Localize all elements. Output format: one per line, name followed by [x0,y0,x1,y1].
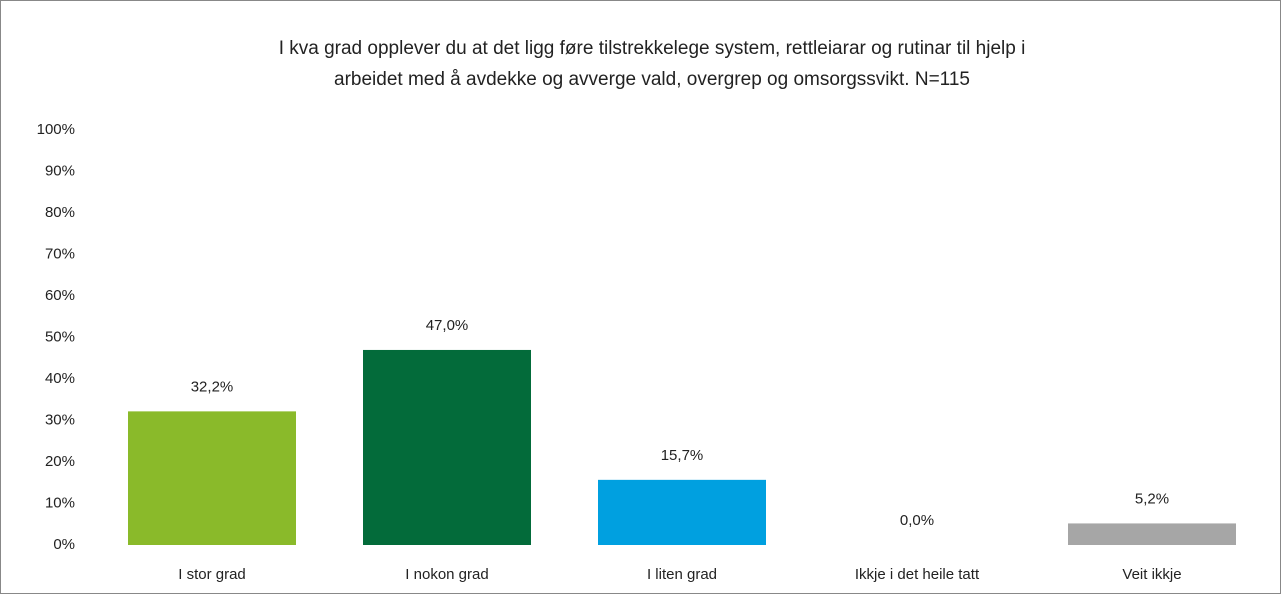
x-tick-label: I stor grad [178,566,246,583]
y-tick-label: 10% [45,494,75,511]
data-label: 0,0% [900,512,934,529]
chart-title: I kva grad opplever du at det ligg føre … [279,38,1026,59]
y-tick-label: 80% [45,204,75,221]
y-tick-label: 20% [45,453,75,470]
y-tick-label: 70% [45,245,75,262]
y-tick-label: 50% [45,328,75,345]
data-label: 5,2% [1135,490,1169,507]
y-tick-label: 30% [45,411,75,428]
y-tick-label: 90% [45,162,75,179]
chart-title: arbeidet med å avdekke og avverge vald, … [334,69,970,90]
x-tick-label: I nokon grad [405,566,488,583]
bar [363,349,531,545]
x-tick-label: I liten grad [647,566,717,583]
x-tick-label: Veit ikkje [1122,566,1181,583]
y-tick-label: 100% [37,121,75,138]
data-label: 47,0% [426,317,469,334]
y-tick-label: 40% [45,370,75,387]
bar [598,479,766,545]
data-label: 32,2% [191,378,234,395]
x-tick-label: Ikkje i det heile tatt [855,566,980,583]
y-tick-label: 60% [45,287,75,304]
bar [1068,523,1236,545]
data-label: 15,7% [661,447,704,464]
y-tick-label: 0% [53,536,75,553]
bar [128,411,296,545]
